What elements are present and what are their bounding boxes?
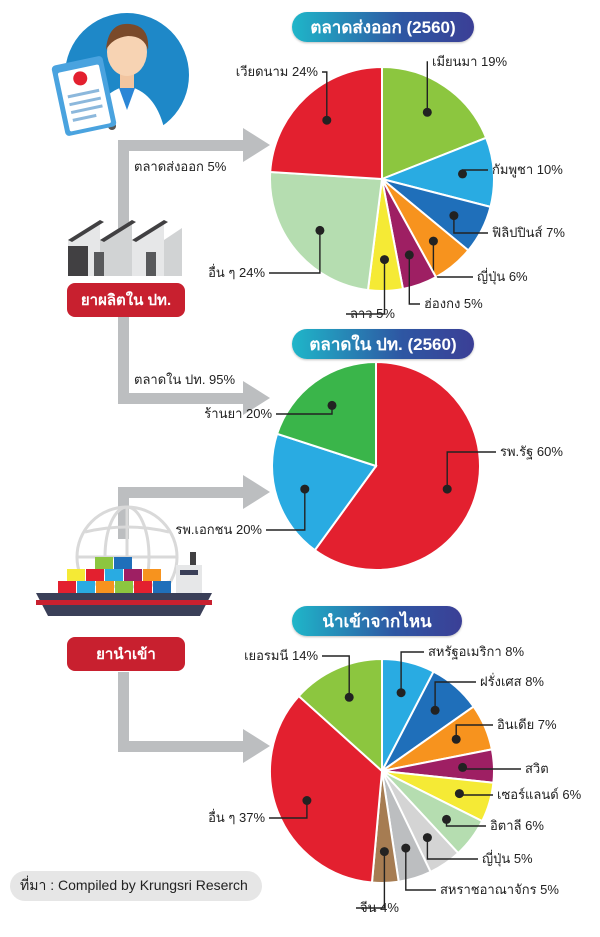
pie-marker-dot [404, 250, 414, 260]
pie-marker-dot [454, 789, 464, 799]
pie-leader-line [446, 451, 496, 490]
pie-marker-dot [428, 236, 438, 246]
pie-slice-label: ฝรั่งเศส 8% [480, 673, 544, 689]
arrow-import-down-stem [118, 672, 129, 752]
flow-arrows [118, 128, 270, 763]
pie-slice-label: สวิต [525, 761, 549, 776]
pie-slice-label: จีน 4% [360, 900, 400, 915]
export-share-label: ตลาดส่งออก 5% [134, 159, 227, 174]
pie-slice-label: สหราชอาณาจักร 5% [440, 882, 559, 897]
pie-chart-1: รพ.รัฐ 60% รพ.เอกชน 20% ร้านยา 20% [175, 360, 563, 571]
doctor-icon [51, 13, 189, 137]
pie-slice [269, 170, 384, 292]
pie-slice-label: เซอร์แลนด์ 6% [497, 787, 582, 802]
arrow-import-down-shaft [118, 741, 243, 752]
pie-slice-label: ญี่ปุ่น 5% [482, 850, 533, 867]
factory-icon [68, 220, 182, 276]
arrow-export-stem [118, 140, 129, 252]
pie-leader-line [269, 230, 321, 274]
pie-slice-label: รพ.เอกชน 20% [175, 522, 262, 537]
pie-slice [269, 694, 384, 884]
pie-slice [381, 65, 488, 181]
domestic-chart-title: ตลาดใน ปท. (2560) [292, 329, 474, 359]
pie-leader-line [405, 848, 436, 891]
pie-marker-dot [322, 115, 332, 125]
export-chart-title: ตลาดส่งออก (2560) [292, 12, 474, 42]
arrow-import-down-head [243, 729, 270, 763]
arrow-export-head [243, 128, 270, 162]
arrow-import-up-stem [118, 487, 129, 539]
pie-slice-label: สหรัฐอเมริกา 8% [428, 644, 524, 660]
import-chart-title: นำเข้าจากไหน [292, 606, 462, 636]
pie-slice-label: กัมพูชา 10% [492, 162, 563, 178]
pie-leader-line [346, 259, 386, 315]
pie-slice-label: อื่น ๆ 37% [208, 809, 266, 825]
pie-slice-label: เมียนมา 19% [432, 54, 507, 69]
pie-marker-dot [302, 796, 312, 805]
pie-slice-label: ญี่ปุ่น 6% [477, 268, 528, 285]
arrow-domestic-shaft [118, 393, 243, 404]
pie-slice-label: ฮ่องกง 5% [424, 296, 483, 311]
pie-leader-line [400, 651, 424, 693]
arrow-export-shaft [118, 140, 243, 151]
pie-chart-2: สหรัฐอเมริกา 8% ฝรั่งเศส 8% อินเดีย 7% สวิต… [208, 644, 582, 915]
pie-leader-line [266, 489, 306, 531]
pie-marker-dot [430, 705, 440, 715]
source-note: ที่มา : Compiled by Krungsri Reserch [10, 871, 262, 901]
pie-marker-dot [442, 484, 452, 494]
pie-slice-label: ฟิลิปปินส์ 7% [492, 225, 566, 240]
pie-marker-dot [449, 211, 459, 221]
pie-slice [297, 657, 383, 774]
pie-slice [270, 432, 378, 552]
pie-marker-dot [379, 847, 389, 857]
pie-chart-0: เมียนมา 19% กัมพูชา 10% ฟิลิปปินส์ 7% ญี่ปุ… [208, 54, 565, 321]
pie-marker-dot [422, 833, 432, 843]
pie-slice-label: อื่น ๆ 24% [208, 264, 266, 280]
arrow-domestic-stem [118, 305, 129, 403]
pie-leader-line [322, 655, 350, 698]
pie-slice-label: อินเดีย 7% [497, 717, 557, 732]
pie-marker-dot [401, 843, 411, 853]
pie-slice [313, 360, 481, 571]
pie-leader-line [453, 215, 488, 234]
pie-leader-line [408, 254, 420, 305]
pie-leader-line [455, 724, 493, 740]
pie-marker-dot [396, 688, 406, 698]
pie-marker-dot [380, 255, 389, 265]
pie-slice-label: เยอรมนี 14% [244, 648, 318, 663]
pie-leader-line [434, 681, 476, 711]
domestic-share-label: ตลาดใน ปท. 95% [134, 372, 236, 387]
pie-marker-dot [442, 814, 451, 824]
pie-marker-dot [327, 400, 337, 410]
pie-slice-label: เวียดนาม 24% [236, 64, 319, 79]
pie-marker-dot [315, 225, 325, 235]
pie-marker-dot [458, 762, 468, 772]
pie-marker-dot [300, 484, 310, 494]
pie-leader-line [322, 71, 328, 121]
pie-slice-label: อิตาลี 6% [490, 818, 545, 833]
pie-slice-label: ร้านยา 20% [204, 406, 272, 421]
imported-drugs-badge: ยานำเข้า [67, 637, 185, 671]
pie-marker-dot [451, 734, 461, 744]
pie-marker-dot [422, 107, 432, 117]
cargo-ship-icon [36, 552, 212, 616]
pie-slice-label: ลาว 5% [350, 306, 395, 321]
pie-leader-line [426, 837, 478, 860]
arrow-domestic-head [243, 381, 270, 415]
pie-marker-dot [344, 692, 354, 702]
arrow-import-up-head [243, 475, 270, 509]
pie-leader-line [269, 800, 308, 819]
arrow-import-up-shaft [118, 487, 243, 498]
pie-slice-label: รพ.รัฐ 60% [500, 444, 563, 460]
pie-marker-dot [458, 169, 467, 179]
pie-leader-line [426, 61, 428, 113]
produced-in-country-badge: ยาผลิตใน ปท. [67, 283, 185, 317]
pie-leader-line [356, 851, 386, 909]
